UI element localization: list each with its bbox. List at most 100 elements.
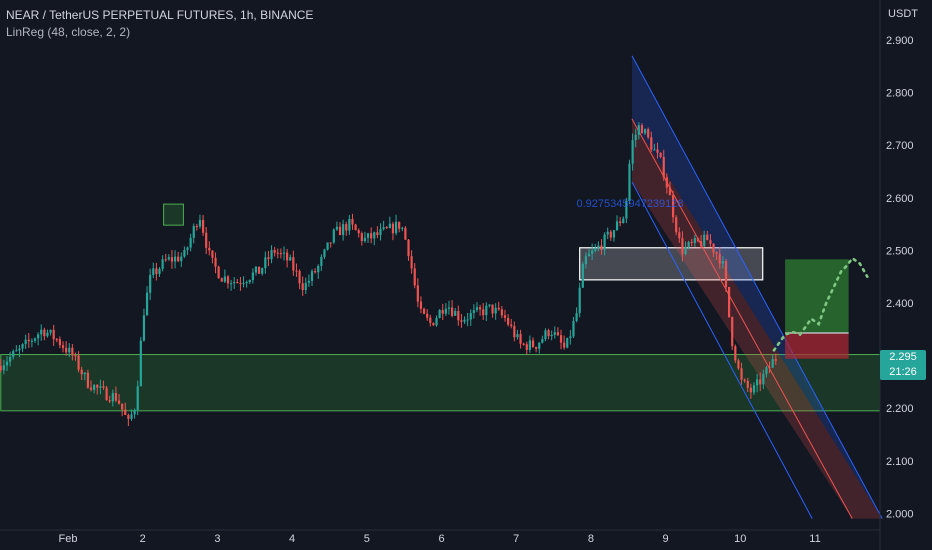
time-tick-label: 5 (364, 533, 370, 545)
candle-body (668, 187, 672, 196)
candle-body (727, 286, 731, 317)
time-tick-label: 10 (734, 533, 746, 545)
candle-body (494, 307, 497, 314)
position-target-zone[interactable] (785, 259, 849, 333)
last-price-tag: 2.295 21:26 (880, 350, 926, 380)
candle-body (594, 248, 597, 251)
candle-body (609, 231, 612, 238)
candle-body (575, 313, 578, 321)
candle-body (731, 316, 734, 347)
candle-body (485, 305, 488, 316)
candle-body (535, 347, 538, 349)
price-tick-label: 2.100 (886, 456, 914, 468)
position-stop-zone[interactable] (785, 332, 849, 359)
candle-body (478, 307, 482, 310)
candle-body (379, 229, 382, 236)
candle-body (295, 270, 298, 272)
candle-body (114, 393, 118, 401)
candle-body (671, 195, 675, 218)
candle-body (282, 252, 286, 254)
support-zone[interactable] (0, 354, 881, 412)
candle-body (52, 329, 55, 340)
candle-body (450, 307, 454, 316)
candle-body (198, 219, 202, 227)
position-tool[interactable] (785, 259, 849, 359)
candle-body (15, 350, 18, 352)
indicator-legend[interactable]: LinReg (48, close, 2, 2) (6, 25, 131, 39)
candle-body (326, 242, 329, 250)
candle-body (335, 226, 339, 230)
candle-body (416, 285, 419, 302)
price-tick-label: 2.500 (886, 245, 914, 257)
candle-body (681, 238, 684, 255)
candle-body (538, 342, 541, 349)
time-axis[interactable]: Feb 2 3 4 5 6 7 8 9 10 11 (59, 533, 821, 545)
zones-layer (0, 203, 881, 412)
candle-body (376, 232, 379, 236)
candle-body (304, 282, 307, 291)
resistance-zone[interactable] (163, 203, 184, 226)
candle-body (152, 268, 155, 275)
candle-body (591, 250, 594, 254)
candle-body (643, 129, 647, 134)
candle-body (675, 217, 678, 233)
candle-body (49, 329, 52, 333)
price-axis[interactable]: 2.9002.8002.7002.6002.5002.4002.3002.200… (886, 35, 914, 520)
channel-upper-line[interactable] (631, 55, 883, 519)
candle-body (245, 282, 248, 284)
candle-body (382, 227, 385, 230)
candle-body (622, 218, 625, 224)
candle-body (718, 253, 721, 264)
candle-body (438, 310, 441, 318)
time-tick-label: Feb (59, 533, 78, 545)
candle-body (145, 292, 149, 316)
candle-body (192, 226, 195, 238)
candle-body (398, 221, 401, 229)
candle-body (454, 311, 457, 316)
candle-body (771, 359, 774, 368)
candle-body (541, 339, 544, 343)
candle-body (391, 223, 395, 234)
candle-body (756, 379, 759, 386)
candle-body (693, 238, 696, 243)
candle-body (413, 268, 416, 286)
candle-body (40, 329, 43, 335)
candle-body (724, 261, 728, 287)
candle-body (659, 152, 662, 158)
candle-body (699, 241, 703, 247)
candle-body (460, 320, 463, 322)
candle-body (457, 311, 460, 321)
candle-body (357, 230, 360, 234)
candle-body (46, 332, 49, 337)
candle-body (317, 265, 320, 273)
candle-body (124, 409, 127, 415)
channel-lower-band (631, 118, 883, 519)
candle-body (201, 219, 205, 233)
candle-body (239, 282, 242, 284)
candle-body (715, 252, 718, 254)
channel-lower-line[interactable] (631, 181, 813, 519)
time-tick-label: 6 (438, 533, 444, 545)
candle-body (96, 385, 99, 388)
channel-center-line[interactable] (631, 118, 853, 519)
candle-body (205, 232, 208, 248)
candle-body (2, 365, 5, 371)
candle-body (226, 276, 230, 284)
candle-body (298, 271, 301, 284)
candle-body (706, 234, 709, 241)
candle-body (208, 247, 211, 251)
candle-body (563, 342, 566, 348)
range-box[interactable] (579, 247, 764, 281)
candle-body (108, 400, 111, 402)
candle-body (749, 387, 752, 393)
overlay-text: 0.9275345947239128 (576, 198, 683, 210)
candle-body (65, 347, 68, 353)
candle-body (656, 149, 659, 153)
candle-body (360, 233, 363, 242)
candle-body (472, 310, 475, 314)
candle-body (158, 268, 161, 274)
candle-body (566, 337, 569, 348)
candle-body (314, 271, 317, 273)
candle-body (354, 224, 357, 231)
